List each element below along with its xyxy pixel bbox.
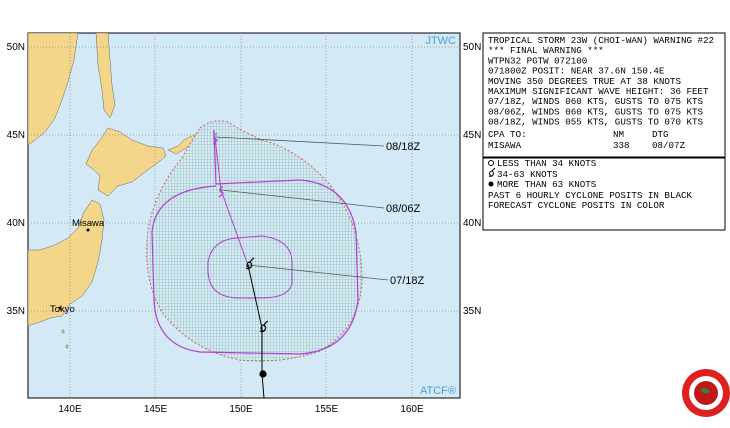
lat-label: 40N [463,218,481,229]
place-label: Misawa [72,218,105,229]
warning-lines: TROPICAL STORM 23W (CHOI-WAN) WARNING #2… [488,35,714,128]
legend-panel: LESS THAN 34 KNOTS 34-63 KNOTS MORE THAN… [482,157,726,231]
sakhalin [95,33,116,119]
lat-label: 35N [463,306,481,317]
lon-label: 150E [229,404,253,415]
credit-top: JTWC [425,35,456,47]
warning-line: 08/06Z, WINDS 060 KTS, GUSTS TO 075 KTS [488,106,704,117]
cpa-cell: 08/07Z [652,140,686,151]
credit-bottom: ATCF® [420,385,456,397]
warning-panel: TROPICAL STORM 23W (CHOI-WAN) WARNING #2… [482,32,726,158]
lon-labels: 140E 145E 150E 155E 160E [58,404,424,415]
storm-symbols [212,133,269,378]
lat-label: 35N [7,306,25,317]
forecast-label: 07/18Z [390,275,425,287]
mainland [28,33,79,146]
warning-line: 08/18Z, WINDS 055 KTS, GUSTS TO 070 KTS [488,117,704,128]
legend-item: 34-63 KNOTS [497,169,558,180]
logo-mark [700,388,710,394]
tokyo-dot [58,306,62,310]
wind-radius-50kt [207,235,293,299]
lon-label: 160E [400,404,424,415]
lat-label: 50N [463,42,481,53]
legend-note: PAST 6 HOURLY CYCLONE POSITS IN BLACK [488,190,692,201]
lon-label: 145E [144,404,168,415]
legend-item: LESS THAN 34 KNOTS [497,158,597,169]
cpa-header: DTG [652,129,669,140]
place-label: Tokyo [50,304,75,315]
cpa-cell: MISAWA [488,140,522,151]
hokkaido [85,127,167,197]
label-leaders [214,136,389,281]
warning-line: WTPN32 PGTW 072100 [488,55,587,66]
warning-line: 07/18Z, WINDS 060 KTS, GUSTS TO 075 KTS [488,96,704,107]
legend-box [482,157,726,231]
cpa-header: CPA TO: [488,129,527,140]
lat-label: 45N [7,130,25,141]
legend-note: FORECAST CYCLONE POSITS IN COLOR [488,200,665,211]
warning-line: MAXIMUM SIGNIFICANT WAVE HEIGHT: 36 FEET [488,86,709,97]
map: Misawa Tokyo 08/18Z 08/06Z 07/18Z JTWC A… [7,32,482,415]
izu-islands [61,329,69,349]
legend-symbol [488,160,494,166]
logo [682,369,730,417]
legend-symbol [488,181,494,187]
past-track [247,264,265,398]
lon-label: 155E [315,404,339,415]
wind-radius-34kt [151,129,359,355]
forecast-label: 08/18Z [386,141,421,153]
misawa-dot [86,228,90,232]
lat-labels: 50N 50N 45N 45N 40N 40N 35N 35N [7,42,482,317]
lon-label: 140E [58,404,82,415]
honshu [28,199,105,327]
lat-label: 50N [7,42,25,53]
map-content [28,33,460,398]
warning-line: TROPICAL STORM 23W (CHOI-WAN) WARNING #2… [488,35,714,46]
forecast-label: 08/06Z [386,203,421,215]
legend-item: MORE THAN 63 KNOTS [497,179,597,190]
warning-line: MOVING 350 DEGREES TRUE AT 38 KNOTS [488,76,681,87]
lat-label: 45N [463,130,481,141]
warning-line: 071800Z POSIT: NEAR 37.6N 150.4E [488,66,665,77]
warning-box [482,32,726,158]
cpa-cell: 338 [613,140,630,151]
warning-line: *** FINAL WARNING *** [488,45,604,56]
cpa-header: NM [613,129,624,140]
lat-label: 40N [7,218,25,229]
legend-symbol [488,167,496,177]
